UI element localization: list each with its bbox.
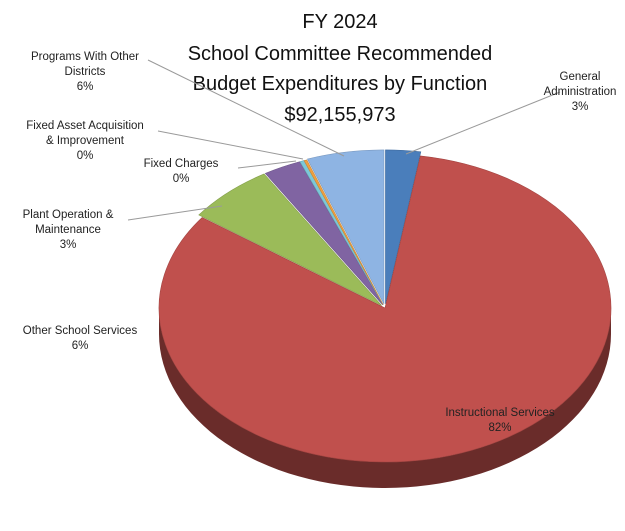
slice-pct-label-2: 82% (488, 422, 511, 434)
slice-label-6: & Improvement (46, 135, 125, 147)
slice-label-3: Other School Services (23, 325, 138, 337)
slice-label-4: Maintenance (35, 224, 101, 236)
slice-label-1: General (560, 71, 601, 83)
slice-label-6: Fixed Asset Acquisition (26, 120, 144, 132)
slice-4 (264, 161, 384, 306)
slice-2 (158, 155, 612, 463)
slice-label-5: Fixed Charges (144, 158, 219, 170)
slice-labels: General Administration 3% Instructional Ser… (23, 51, 617, 434)
leader-line-5 (237, 160, 297, 169)
slice-side-2 (159, 308, 611, 488)
slice-pct-label-5: 0% (173, 173, 190, 185)
slice-3 (198, 173, 382, 306)
slice-6 (303, 159, 384, 305)
leader-line-1 (405, 91, 561, 155)
slice-pct-label-7: 6% (77, 81, 94, 93)
leader-line-4 (127, 205, 223, 221)
leader-line-6 (157, 130, 304, 160)
slice-label-1: Administration (544, 86, 617, 98)
slice-pct-label-4: 3% (60, 239, 77, 251)
slice-1 (385, 149, 422, 304)
title-line-3: Budget Expenditures by Function (193, 73, 488, 95)
slice-label-7: Districts (65, 66, 106, 78)
slice-pct-label-1: 3% (572, 101, 589, 113)
leader-line-7 (147, 59, 345, 157)
slice-label-4: Plant Operation & (23, 209, 114, 221)
slice-7 (306, 149, 385, 305)
slice-label-7: Programs With Other (31, 51, 139, 63)
slice-pct-label-3: 6% (72, 340, 89, 352)
title-line-4: $92,155,973 (284, 104, 395, 126)
title-line-2: School Committee Recommended (188, 43, 493, 65)
slice-pct-label-6: 0% (77, 150, 94, 162)
title-line-1: FY 2024 (302, 11, 377, 33)
slice-label-2: Instructional Services (445, 407, 555, 419)
pie-plot-area (158, 149, 612, 488)
chart-title: FY 2024 School Committee Recommended Budge… (188, 11, 493, 126)
